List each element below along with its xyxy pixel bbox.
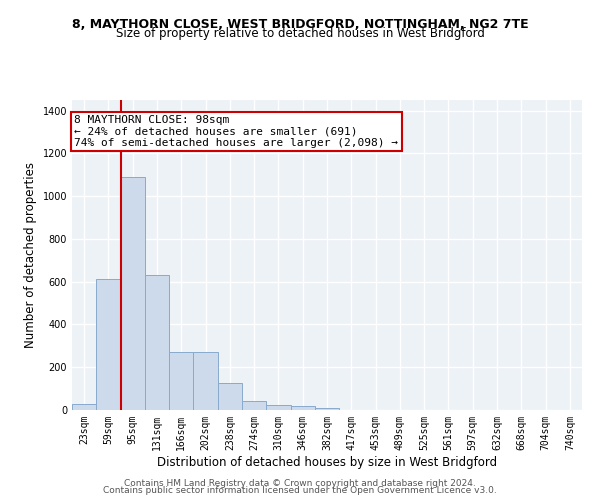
Text: 8 MAYTHORN CLOSE: 98sqm
← 24% of detached houses are smaller (691)
74% of semi-d: 8 MAYTHORN CLOSE: 98sqm ← 24% of detache… [74, 115, 398, 148]
Bar [193, 352, 218, 410]
Bar [290, 406, 315, 410]
Text: Contains HM Land Registry data © Crown copyright and database right 2024.: Contains HM Land Registry data © Crown c… [124, 478, 476, 488]
Bar [96, 278, 121, 410]
Text: Size of property relative to detached houses in West Bridgford: Size of property relative to detached ho… [116, 28, 484, 40]
Bar [121, 177, 145, 410]
Bar [145, 276, 169, 410]
X-axis label: Distribution of detached houses by size in West Bridgford: Distribution of detached houses by size … [157, 456, 497, 468]
Text: 8, MAYTHORN CLOSE, WEST BRIDGFORD, NOTTINGHAM, NG2 7TE: 8, MAYTHORN CLOSE, WEST BRIDGFORD, NOTTI… [71, 18, 529, 30]
Y-axis label: Number of detached properties: Number of detached properties [24, 162, 37, 348]
Bar [266, 406, 290, 410]
Bar [72, 404, 96, 410]
Bar [218, 384, 242, 410]
Bar [169, 352, 193, 410]
Bar [242, 402, 266, 410]
Text: Contains public sector information licensed under the Open Government Licence v3: Contains public sector information licen… [103, 486, 497, 495]
Bar [315, 408, 339, 410]
